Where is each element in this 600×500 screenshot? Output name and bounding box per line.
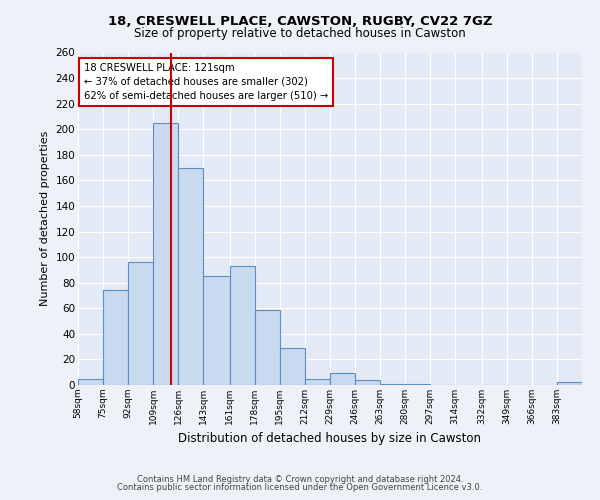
Text: Contains HM Land Registry data © Crown copyright and database right 2024.: Contains HM Land Registry data © Crown c…: [137, 475, 463, 484]
Bar: [557, 382, 582, 385]
Text: Contains public sector information licensed under the Open Government Licence v3: Contains public sector information licen…: [118, 484, 482, 492]
Bar: [280, 348, 305, 385]
X-axis label: Distribution of detached houses by size in Cawston: Distribution of detached houses by size …: [179, 432, 482, 446]
Bar: [330, 374, 355, 385]
Bar: [128, 262, 153, 385]
Bar: [230, 266, 255, 385]
Text: 18 CRESWELL PLACE: 121sqm
← 37% of detached houses are smaller (302)
62% of semi: 18 CRESWELL PLACE: 121sqm ← 37% of detac…: [84, 62, 328, 100]
Bar: [405, 384, 430, 385]
Bar: [305, 378, 330, 385]
Bar: [355, 380, 380, 385]
Bar: [78, 378, 103, 385]
Text: Size of property relative to detached houses in Cawston: Size of property relative to detached ho…: [134, 28, 466, 40]
Text: 18, CRESWELL PLACE, CAWSTON, RUGBY, CV22 7GZ: 18, CRESWELL PLACE, CAWSTON, RUGBY, CV22…: [108, 15, 492, 28]
Bar: [178, 168, 203, 385]
Bar: [203, 276, 230, 385]
Y-axis label: Number of detached properties: Number of detached properties: [40, 131, 50, 306]
Bar: [153, 123, 178, 385]
Bar: [103, 290, 128, 385]
Bar: [380, 384, 405, 385]
Bar: [255, 310, 280, 385]
